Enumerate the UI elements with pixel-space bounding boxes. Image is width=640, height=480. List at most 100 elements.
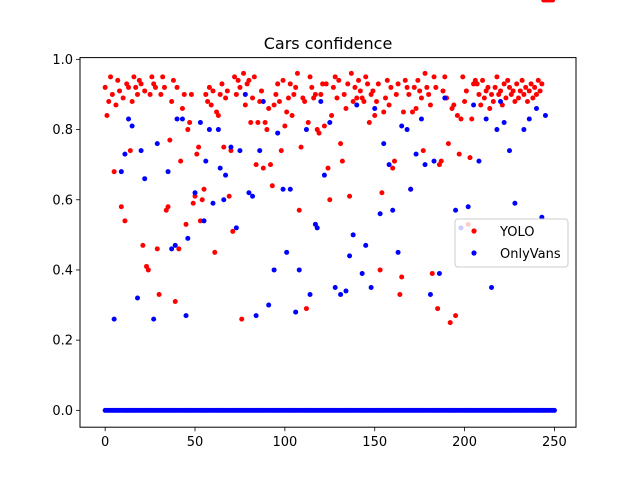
yolo-point — [226, 193, 232, 199]
onlyvans-point — [350, 232, 356, 238]
yolo-point — [366, 120, 372, 126]
yolo-point — [232, 74, 238, 80]
yolo-point — [533, 91, 539, 97]
onlyvans-point — [169, 246, 175, 252]
yolo-point — [517, 88, 523, 94]
yolo-point — [345, 81, 351, 87]
yolo-point — [458, 116, 464, 122]
yolo-point — [429, 270, 435, 276]
onlyvans-point — [489, 285, 495, 291]
onlyvans-point — [338, 292, 344, 298]
onlyvans-point — [399, 123, 405, 129]
yolo-point — [325, 165, 331, 171]
onlyvans-point — [395, 249, 401, 255]
yolo-point — [356, 77, 362, 83]
yolo-point — [264, 127, 270, 133]
legend-label-onlyvans: OnlyVans — [500, 247, 561, 262]
yolo-point — [476, 91, 482, 97]
onlyvans-point — [257, 148, 263, 154]
yolo-point — [494, 74, 500, 80]
yolo-point — [206, 84, 212, 90]
yolo-point — [321, 123, 327, 129]
onlyvans-point — [138, 148, 144, 154]
yolo-point — [530, 95, 536, 101]
yolo-point — [406, 91, 412, 97]
onlyvans-point — [201, 218, 207, 224]
yolo-point — [487, 105, 493, 111]
legend-marker-onlyvans — [471, 250, 477, 256]
yolo-point — [539, 81, 545, 87]
onlyvans-point — [303, 127, 309, 133]
onlyvans-point — [126, 116, 132, 122]
yolo-point — [140, 242, 146, 248]
yolo-point — [131, 74, 137, 80]
yolo-point — [129, 98, 135, 104]
onlyvans-point — [206, 127, 212, 133]
yolo-point — [269, 183, 275, 189]
onlyvans-point — [542, 113, 548, 119]
yolo-point — [347, 193, 353, 199]
onlyvans-point — [526, 116, 532, 122]
yolo-point — [338, 141, 344, 147]
yolo-point — [427, 102, 433, 108]
x-tick-label: 100 — [272, 435, 297, 450]
yolo-point — [318, 91, 324, 97]
y-tick-label: 1.0 — [52, 53, 73, 68]
onlyvans-point — [122, 151, 128, 157]
yolo-point — [474, 81, 480, 87]
yolo-point — [384, 77, 390, 83]
onlyvans-point — [372, 105, 378, 111]
yolo-point — [122, 218, 128, 224]
yolo-point — [160, 74, 166, 80]
legend-box — [454, 218, 569, 268]
onlyvans-point — [521, 127, 527, 133]
onlyvans-point — [422, 162, 428, 168]
onlyvans-point — [327, 120, 333, 126]
yolo-point — [400, 109, 406, 115]
yolo-point — [228, 148, 234, 154]
yolo-point — [106, 98, 112, 104]
onlyvans-point — [386, 162, 392, 168]
yolo-point — [363, 74, 369, 80]
yolo-point — [210, 88, 216, 94]
yolo-point — [440, 88, 446, 94]
yolo-point — [456, 151, 462, 157]
yolo-point — [417, 88, 423, 94]
yolo-point — [250, 95, 256, 101]
yolo-point — [230, 228, 236, 234]
yolo-point — [303, 306, 309, 312]
yolo-point — [149, 74, 155, 80]
yolo-point — [170, 77, 176, 83]
yolo-point — [205, 98, 211, 104]
yolo-point — [309, 84, 315, 90]
yolo-point — [262, 120, 268, 126]
yolo-point — [503, 95, 509, 101]
legend: YOLO OnlyVans — [454, 218, 569, 268]
y-axis: 0.0 0.2 0.4 0.6 0.8 1.0 — [52, 53, 80, 419]
yolo-point — [388, 84, 394, 90]
onlyvans-point — [111, 316, 117, 322]
yolo-point — [442, 74, 448, 80]
legend-label-yolo: YOLO — [499, 225, 534, 240]
yolo-point — [298, 144, 304, 150]
yolo-point — [469, 116, 475, 122]
yolo-point — [165, 204, 171, 210]
yolo-point — [348, 70, 354, 76]
yolo-point — [512, 98, 518, 104]
yolo-point — [255, 120, 261, 126]
yolo-point — [178, 158, 184, 164]
onlyvans-point — [471, 102, 477, 108]
onlyvans-point — [210, 200, 216, 206]
yolo-point — [307, 74, 313, 80]
yolo-point — [485, 84, 491, 90]
yolo-point — [197, 218, 203, 224]
yolo-point — [181, 91, 187, 97]
onlyvans-point — [483, 116, 489, 122]
onlyvans-point — [253, 313, 259, 319]
yolo-point — [498, 88, 504, 94]
yolo-point — [224, 88, 230, 94]
onlyvans-point — [413, 151, 419, 157]
onlyvans-point — [359, 270, 365, 276]
onlyvans-point — [228, 144, 234, 150]
yolo-point — [305, 120, 311, 126]
